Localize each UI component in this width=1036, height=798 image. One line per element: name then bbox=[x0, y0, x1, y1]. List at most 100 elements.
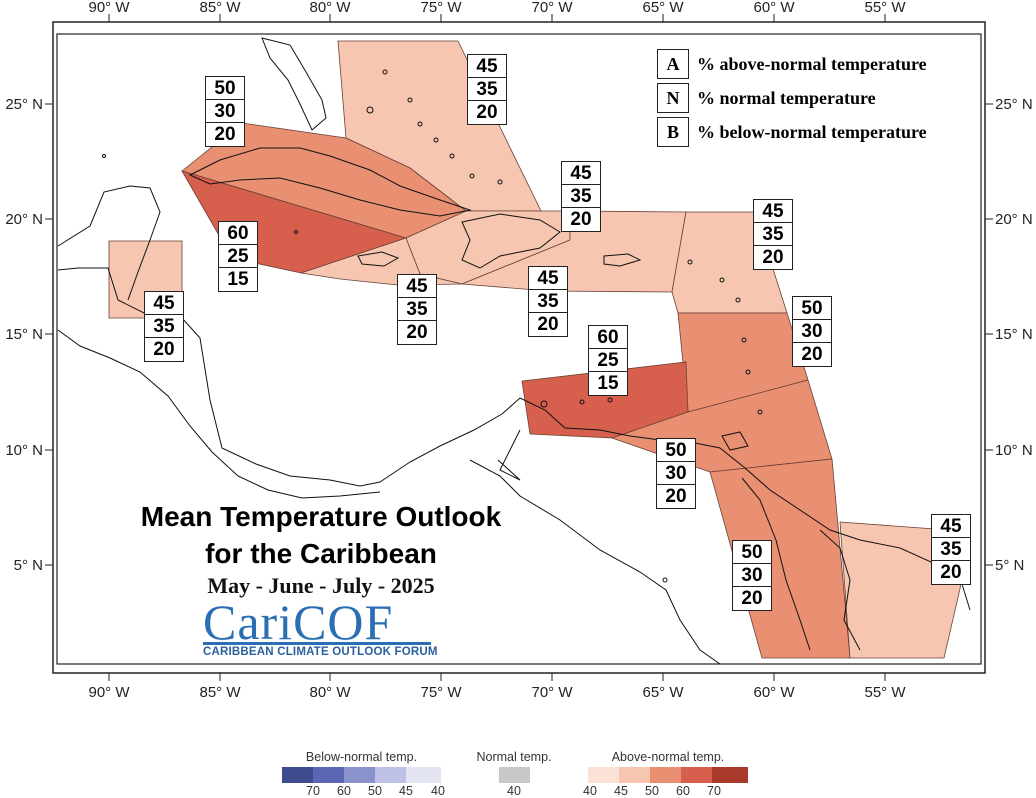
legend-letter: B bbox=[657, 117, 689, 147]
longitude-ticks bbox=[108, 14, 886, 681]
lat-label: 15° N bbox=[995, 326, 1033, 343]
prob-normal: 35 bbox=[468, 78, 506, 101]
legend-letter: N bbox=[657, 83, 689, 113]
lat-label: 20° N bbox=[995, 211, 1033, 228]
cuba-outline bbox=[188, 147, 472, 217]
prob-above: 50 bbox=[657, 439, 695, 462]
prob-above: 60 bbox=[589, 326, 627, 349]
puerto-rico-outline bbox=[603, 253, 642, 267]
legend-letter: A bbox=[657, 49, 689, 79]
colorbar-swatch-above-40 bbox=[588, 767, 619, 783]
lon-labels-top: 90° W 85° W 80° W 75° W 70° W 65° W 60° … bbox=[88, 0, 906, 16]
prob-above: 45 bbox=[468, 55, 506, 78]
prob-box-cayman-jamaica: 60 25 15 bbox=[218, 221, 258, 292]
lat-labels-left: 25° N 20° N 15° N 10° N 5° N bbox=[5, 96, 43, 574]
lon-label: 55° W bbox=[864, 0, 906, 16]
prob-below: 15 bbox=[597, 373, 619, 394]
guyana-border-2 bbox=[819, 529, 861, 651]
colorbar-swatch-below-60 bbox=[313, 767, 344, 783]
lon-label: 75° W bbox=[420, 684, 462, 701]
legend-row-normal: N % normal temperature bbox=[657, 81, 967, 115]
prob-box-suriname-guiana: 45 35 20 bbox=[931, 514, 971, 585]
florida-coast bbox=[261, 37, 327, 131]
legend-row-above: A % above-normal temperature bbox=[657, 47, 967, 81]
prob-box-guyana: 50 30 20 bbox=[732, 540, 772, 611]
lat-label: 10° N bbox=[995, 442, 1033, 459]
lon-label: 80° W bbox=[309, 684, 351, 701]
lat-label: 25° N bbox=[5, 96, 43, 113]
lon-label: 75° W bbox=[420, 0, 462, 16]
prob-normal: 30 bbox=[657, 462, 695, 485]
prob-normal: 35 bbox=[754, 223, 792, 246]
prob-normal: 35 bbox=[529, 290, 567, 313]
prob-box-windward: 50 30 20 bbox=[792, 296, 832, 367]
colorbar-swatch-below-50 bbox=[344, 767, 375, 783]
colorbar-swatch-above-70 bbox=[712, 767, 748, 783]
zone-north-caribbean-channel bbox=[300, 237, 463, 286]
south-america-pacific bbox=[469, 459, 721, 665]
colorbar-tick: 50 bbox=[368, 784, 382, 798]
legend-key: A % above-normal temperature N % normal … bbox=[657, 47, 967, 149]
colorbar-swatch-below-40 bbox=[406, 767, 441, 783]
colorbar bbox=[282, 767, 748, 783]
prob-normal: 35 bbox=[145, 315, 183, 338]
lat-label: 15° N bbox=[5, 326, 43, 343]
colorbar-tick: 50 bbox=[645, 784, 659, 798]
island-dots bbox=[102, 69, 763, 583]
lat-label: 20° N bbox=[5, 211, 43, 228]
prob-box-abc-islands: 60 25 15 bbox=[588, 325, 628, 396]
prob-below: 20 bbox=[153, 339, 175, 360]
prob-above: 45 bbox=[145, 292, 183, 315]
prob-below: 20 bbox=[537, 314, 559, 335]
prob-normal: 35 bbox=[398, 298, 436, 321]
prob-above: 45 bbox=[754, 200, 792, 223]
prob-box-north-channel: 45 35 20 bbox=[397, 274, 437, 345]
lon-labels-bottom: 90° W 85° W 80° W 75° W 70° W 65° W 60° … bbox=[88, 684, 906, 701]
prob-above: 50 bbox=[206, 77, 244, 100]
map-title-line2: for the Caribbean bbox=[205, 538, 437, 569]
south-america-north-coast bbox=[519, 397, 971, 611]
map-period: May - June - July - 2025 bbox=[207, 573, 435, 598]
colorbar-tick: 40 bbox=[583, 784, 597, 798]
coastlines bbox=[57, 37, 971, 665]
prob-above: 45 bbox=[932, 515, 970, 538]
prob-above: 50 bbox=[793, 297, 831, 320]
colorbar-tick: 70 bbox=[707, 784, 721, 798]
yucatan-coast bbox=[57, 185, 161, 301]
lon-label: 70° W bbox=[531, 684, 573, 701]
prob-box-bahamas: 45 35 20 bbox=[467, 54, 507, 125]
lon-label: 65° W bbox=[642, 0, 684, 16]
prob-box-leeward: 45 35 20 bbox=[753, 199, 793, 270]
prob-normal: 35 bbox=[562, 185, 600, 208]
map-inner-frame bbox=[56, 33, 982, 665]
colorbar-tick: 60 bbox=[676, 784, 690, 798]
lon-label: 55° W bbox=[864, 684, 906, 701]
prob-normal: 30 bbox=[206, 100, 244, 123]
lon-label: 85° W bbox=[199, 684, 241, 701]
prob-above: 50 bbox=[733, 541, 771, 564]
prob-box-puerto-rico: 45 35 20 bbox=[528, 266, 568, 337]
latitude-ticks bbox=[45, 103, 993, 566]
prob-below: 20 bbox=[741, 588, 763, 609]
colorbar-swatch-above-60 bbox=[681, 767, 712, 783]
lat-label: 5° N bbox=[995, 557, 1024, 574]
colorbar-tick: 60 bbox=[337, 784, 351, 798]
lon-label: 80° W bbox=[309, 0, 351, 16]
prob-normal: 30 bbox=[793, 320, 831, 343]
lon-label: 90° W bbox=[88, 684, 130, 701]
lat-label: 25° N bbox=[995, 96, 1033, 113]
prob-above: 45 bbox=[562, 162, 600, 185]
prob-below: 20 bbox=[214, 124, 236, 145]
prob-below: 20 bbox=[406, 322, 428, 343]
colorbar-swatch-above-50 bbox=[650, 767, 681, 783]
legend-row-below: B % below-normal temperature bbox=[657, 115, 967, 149]
hispaniola-outline bbox=[461, 213, 561, 269]
colorbar-tick: 45 bbox=[399, 784, 413, 798]
colorbar-tick: 70 bbox=[306, 784, 320, 798]
lat-label: 5° N bbox=[14, 557, 43, 574]
caricof-tagline: CARIBBEAN CLIMATE OUTLOOK FORUM bbox=[203, 646, 438, 658]
legend-text: % above-normal temperature bbox=[697, 53, 927, 74]
colorbar-swatch-normal-40 bbox=[499, 767, 530, 783]
prob-box-hispaniola: 45 35 20 bbox=[561, 161, 601, 232]
prob-below: 20 bbox=[762, 247, 784, 268]
